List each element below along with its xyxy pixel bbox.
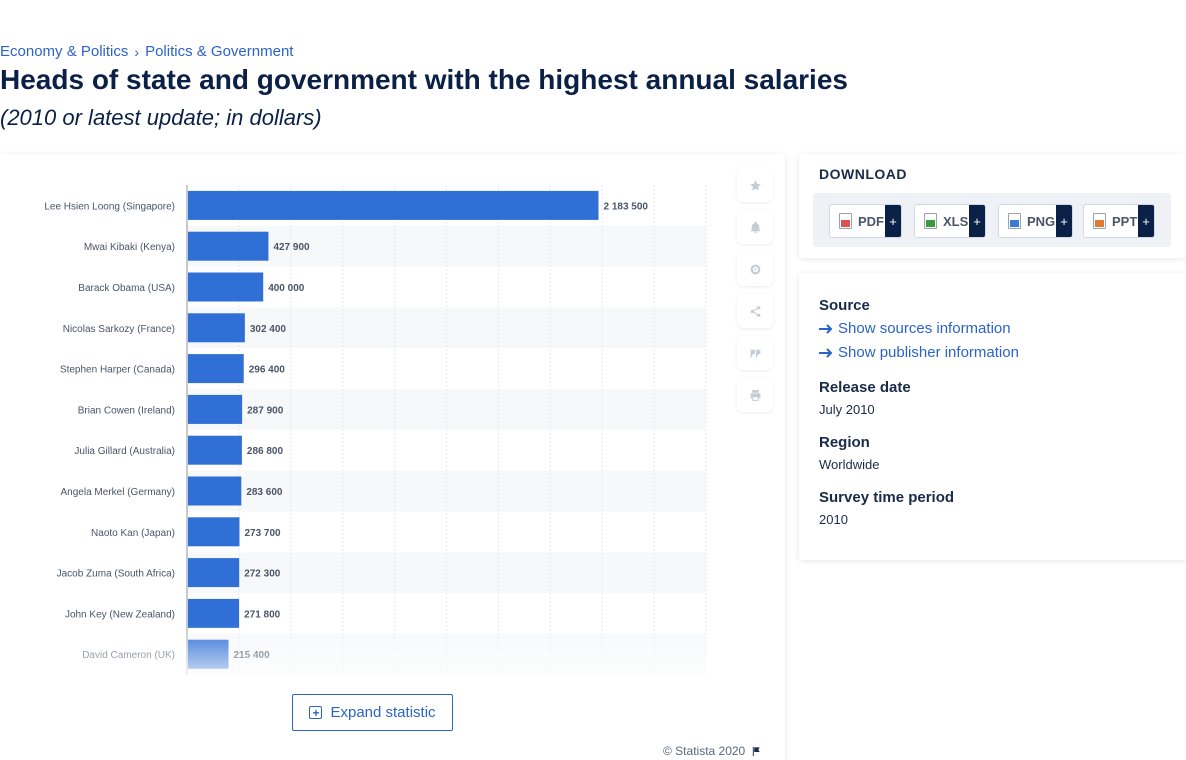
- survey-period-value: 2010: [819, 512, 848, 527]
- download-png-button[interactable]: PNG +: [998, 204, 1073, 238]
- notification-button[interactable]: [737, 210, 773, 244]
- region-heading: Region: [819, 434, 870, 451]
- download-pdf-plus[interactable]: +: [885, 205, 901, 237]
- value-label: 2 183 500: [604, 201, 649, 212]
- category-label: John Key (New Zealand): [65, 609, 175, 620]
- value-label: 215 400: [233, 650, 270, 661]
- page-title: Heads of state and government with the h…: [0, 64, 848, 95]
- download-ppt-button[interactable]: PPT +: [1083, 204, 1155, 238]
- bar[interactable]: [188, 435, 242, 465]
- breadcrumb-separator: ›: [134, 43, 140, 60]
- category-label: Angela Merkel (Germany): [61, 487, 175, 498]
- expand-statistic-label: Expand statistic: [330, 704, 436, 721]
- share-icon: [750, 305, 760, 317]
- bar[interactable]: [188, 394, 243, 424]
- category-label: Mwai Kibaki (Kenya): [84, 242, 175, 253]
- info-card: Source Show sources information Show pub…: [799, 273, 1186, 560]
- pdf-file-icon: [839, 213, 852, 229]
- download-card: DOWNLOAD PDF + XLS + PNG + PPT +: [799, 154, 1186, 258]
- bar[interactable]: [188, 558, 240, 588]
- value-label: 400 000: [268, 283, 305, 294]
- download-png-plus[interactable]: +: [1056, 205, 1072, 237]
- download-bar: PDF + XLS + PNG + PPT +: [813, 193, 1171, 247]
- category-label: Julia Gillard (Australia): [74, 446, 175, 457]
- copyright-text: © Statista 2020: [663, 744, 746, 758]
- category-label: Brian Cowen (Ireland): [78, 405, 175, 416]
- xls-file-icon: [924, 213, 937, 229]
- chart-card: Lee Hsien Loong (Singapore) 2 183 500 Mwai…: [0, 154, 785, 760]
- arrow-right-icon: [819, 323, 833, 334]
- value-label: 271 800: [244, 609, 281, 620]
- value-label: 283 600: [246, 487, 283, 498]
- category-label: Barack Obama (USA): [78, 283, 175, 294]
- bell-icon: [750, 221, 760, 233]
- favorite-button[interactable]: [737, 168, 773, 202]
- flag-icon[interactable]: [751, 746, 762, 757]
- bar[interactable]: [188, 517, 240, 547]
- value-label: 286 800: [247, 446, 284, 457]
- value-label: 302 400: [250, 324, 287, 335]
- arrow-right-icon: [819, 347, 833, 358]
- release-date-value: July 2010: [819, 402, 875, 417]
- bar[interactable]: [188, 313, 245, 343]
- copyright: © Statista 2020: [663, 744, 762, 758]
- download-pdf-label: PDF: [858, 213, 884, 229]
- category-label: David Cameron (UK): [82, 650, 175, 661]
- download-ppt-label: PPT: [1112, 213, 1138, 229]
- print-button[interactable]: [737, 378, 773, 412]
- value-label: 273 700: [244, 528, 281, 539]
- share-button[interactable]: [737, 294, 773, 328]
- value-label: 272 300: [244, 569, 281, 580]
- value-label: 427 900: [273, 242, 310, 253]
- gear-icon: [750, 264, 760, 274]
- survey-period-heading: Survey time period: [819, 489, 955, 506]
- expand-statistic-button[interactable]: + Expand statistic: [292, 694, 453, 731]
- bar-chart: Lee Hsien Loong (Singapore) 2 183 500 Mwai…: [44, 185, 707, 674]
- bar[interactable]: [188, 354, 244, 384]
- value-label: 287 900: [247, 405, 284, 416]
- category-label: Stephen Harper (Canada): [60, 365, 175, 376]
- category-label: Nicolas Sarkozy (France): [63, 324, 175, 335]
- chart-toolbar: [737, 168, 773, 420]
- show-publisher-link[interactable]: Show publisher information: [819, 344, 1019, 361]
- download-pdf-button[interactable]: PDF +: [829, 204, 902, 238]
- plus-square-icon: +: [309, 706, 323, 719]
- bar[interactable]: [188, 639, 229, 669]
- bar[interactable]: [188, 231, 269, 261]
- breadcrumb-politics-government[interactable]: Politics & Government: [145, 43, 294, 60]
- ppt-file-icon: [1093, 213, 1106, 229]
- show-publisher-label: Show publisher information: [838, 344, 1019, 361]
- region-value: Worldwide: [819, 457, 880, 472]
- show-sources-label: Show sources information: [838, 320, 1011, 337]
- category-label: Lee Hsien Loong (Singapore): [44, 201, 175, 212]
- bar[interactable]: [188, 272, 264, 302]
- breadcrumb-economy-politics[interactable]: Economy & Politics: [0, 43, 129, 60]
- bar[interactable]: [188, 190, 599, 220]
- settings-button[interactable]: [737, 252, 773, 286]
- source-heading: Source: [819, 297, 870, 314]
- download-xls-plus[interactable]: +: [969, 205, 985, 237]
- star-icon: [749, 179, 761, 191]
- download-xls-button[interactable]: XLS +: [914, 204, 986, 238]
- bar[interactable]: [188, 598, 240, 628]
- release-date-heading: Release date: [819, 379, 911, 396]
- quote-icon: [750, 349, 760, 357]
- download-png-label: PNG: [1027, 213, 1056, 229]
- breadcrumb: Economy & Politics › Politics & Governme…: [0, 43, 293, 60]
- category-label: Naoto Kan (Japan): [91, 528, 175, 539]
- download-title: DOWNLOAD: [819, 166, 907, 182]
- png-file-icon: [1008, 213, 1021, 229]
- value-label: 296 400: [249, 365, 286, 376]
- cite-button[interactable]: [737, 336, 773, 370]
- download-ppt-plus[interactable]: +: [1138, 205, 1154, 237]
- page-subtitle: (2010 or latest update; in dollars): [0, 105, 322, 130]
- category-label: Jacob Zuma (South Africa): [57, 569, 175, 580]
- show-sources-link[interactable]: Show sources information: [819, 320, 1011, 337]
- download-xls-label: XLS: [943, 213, 969, 229]
- print-icon: [750, 389, 760, 401]
- bar[interactable]: [188, 476, 242, 506]
